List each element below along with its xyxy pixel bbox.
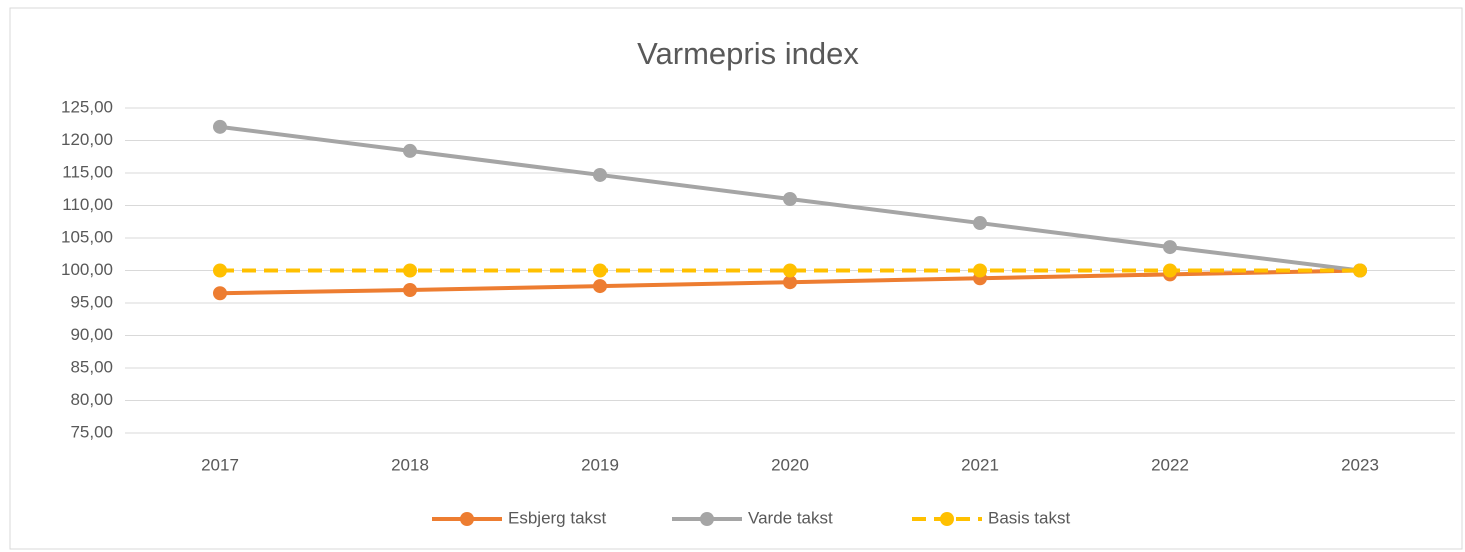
legend-label: Varde takst (748, 508, 833, 527)
y-tick-label: 120,00 (61, 130, 113, 149)
point (593, 263, 607, 278)
point (213, 263, 227, 278)
legend-label: Basis takst (988, 508, 1070, 527)
y-tick-label: 85,00 (70, 357, 113, 376)
point (1163, 240, 1177, 255)
x-tick-label: 2022 (1151, 455, 1189, 474)
x-tick-label: 2021 (961, 455, 999, 474)
x-tick-label: 2020 (771, 455, 809, 474)
point (783, 192, 797, 206)
legend-marker (700, 512, 714, 526)
x-tick-label: 2019 (581, 455, 619, 474)
point (213, 119, 227, 134)
y-tick-label: 115,00 (62, 162, 113, 181)
y-tick-label: 90,00 (70, 325, 113, 344)
y-tick-label: 80,00 (70, 390, 113, 409)
point (593, 167, 607, 182)
y-tick-label: 125,00 (61, 97, 113, 116)
point (403, 263, 417, 278)
point (1163, 263, 1177, 278)
y-tick-label: 95,00 (70, 292, 113, 311)
chart-title: Varmepris index (637, 36, 859, 71)
point (1353, 263, 1367, 278)
x-tick-label: 2018 (391, 455, 429, 474)
y-tick-label: 75,00 (70, 422, 113, 441)
point (593, 279, 607, 294)
y-tick-label: 100,00 (61, 260, 113, 279)
point (403, 283, 417, 297)
x-tick-label: 2023 (1341, 455, 1379, 474)
legend-marker (460, 512, 474, 526)
point (973, 263, 987, 278)
point (973, 216, 987, 231)
x-tick-label: 2017 (201, 455, 239, 474)
legend-marker (940, 512, 954, 526)
point (403, 143, 417, 158)
point (783, 263, 797, 278)
point (783, 275, 797, 290)
y-tick-label: 110,00 (62, 195, 113, 214)
chart-border (9, 7, 1463, 550)
point (213, 286, 227, 301)
legend-label: Esbjerg takst (508, 508, 607, 527)
y-tick-label: 105,00 (61, 227, 113, 246)
